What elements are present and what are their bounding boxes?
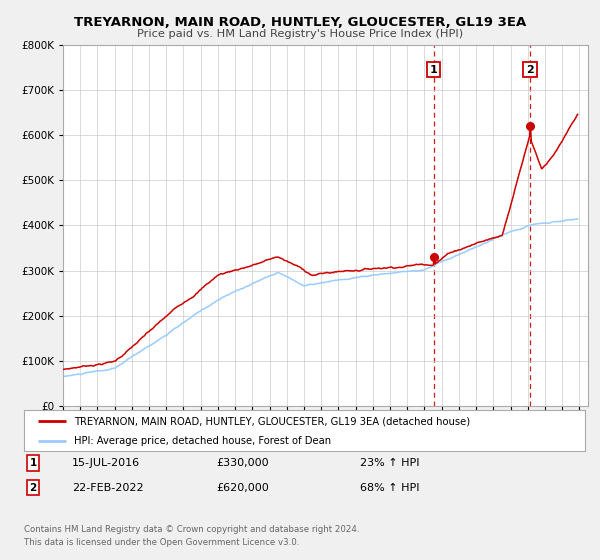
Text: 2: 2 <box>526 64 534 74</box>
Text: 22-FEB-2022: 22-FEB-2022 <box>72 483 143 493</box>
Text: 15-JUL-2016: 15-JUL-2016 <box>72 458 140 468</box>
Text: £620,000: £620,000 <box>216 483 269 493</box>
Text: Contains HM Land Registry data © Crown copyright and database right 2024.: Contains HM Land Registry data © Crown c… <box>24 525 359 534</box>
Text: 23% ↑ HPI: 23% ↑ HPI <box>360 458 419 468</box>
Text: TREYARNON, MAIN ROAD, HUNTLEY, GLOUCESTER, GL19 3EA (detached house): TREYARNON, MAIN ROAD, HUNTLEY, GLOUCESTE… <box>74 417 470 426</box>
Text: TREYARNON, MAIN ROAD, HUNTLEY, GLOUCESTER, GL19 3EA: TREYARNON, MAIN ROAD, HUNTLEY, GLOUCESTE… <box>74 16 526 29</box>
Text: This data is licensed under the Open Government Licence v3.0.: This data is licensed under the Open Gov… <box>24 538 299 547</box>
Text: 68% ↑ HPI: 68% ↑ HPI <box>360 483 419 493</box>
Text: HPI: Average price, detached house, Forest of Dean: HPI: Average price, detached house, Fore… <box>74 436 332 446</box>
Text: 1: 1 <box>29 458 37 468</box>
Text: £330,000: £330,000 <box>216 458 269 468</box>
Text: 2: 2 <box>29 483 37 493</box>
Text: Price paid vs. HM Land Registry's House Price Index (HPI): Price paid vs. HM Land Registry's House … <box>137 29 463 39</box>
Text: 1: 1 <box>430 64 437 74</box>
